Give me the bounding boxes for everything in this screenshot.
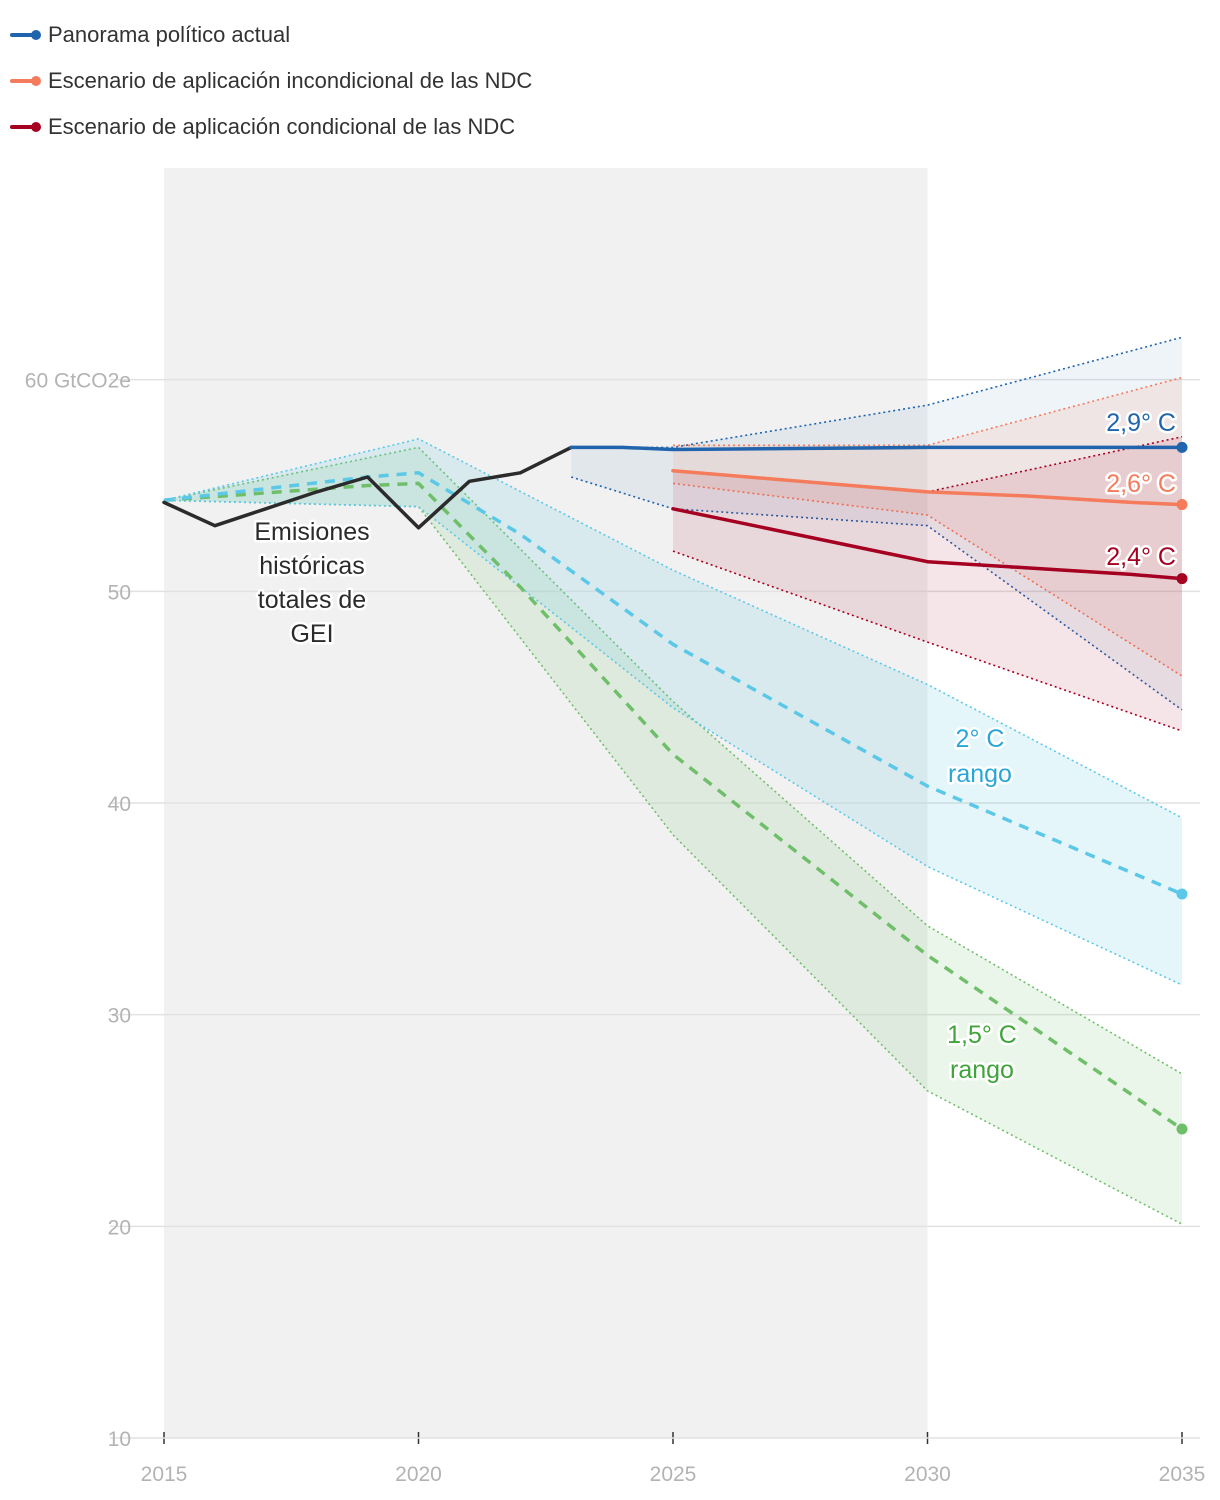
band-upper-one_five_deg [163, 446, 1183, 1075]
legend-item-conditional: Escenario de aplicación condicional de l… [10, 104, 532, 150]
band-lower-unconditional [672, 482, 1183, 677]
band-lower-conditional [672, 550, 1183, 732]
legend-swatch-policy [10, 30, 41, 40]
annotation-one_five_deg-1: rango [950, 1056, 1014, 1084]
annotation-two_deg-0: 2° C [956, 725, 1005, 753]
x-tick-label-2030: 2030 [904, 1463, 951, 1486]
band-conditional [673, 436, 1182, 731]
series-line-one_five_deg [163, 481, 1183, 1131]
x-tick-label-2035: 2035 [1159, 1463, 1206, 1486]
series-end-point-unconditional [1176, 499, 1188, 511]
series-line-policy [569, 445, 1184, 452]
annotation-historical-2: totales de [258, 586, 366, 614]
annotation-policy-0: 2,9° C [1106, 409, 1176, 437]
annotation-unconditional-0: 2,6° C [1106, 470, 1176, 498]
annotation-historical-3: GEI [290, 620, 333, 648]
x-tick-label-2015: 2015 [141, 1463, 188, 1486]
legend-item-policy: Panorama político actual [10, 12, 532, 58]
y-tick-label-40: 40 [108, 793, 131, 816]
series-end-point-one_five_deg [1176, 1123, 1188, 1135]
x-tick-label-2025: 2025 [650, 1463, 697, 1486]
series-line-conditional [671, 507, 1184, 581]
series-end-point-policy [1176, 441, 1188, 453]
annotation-historical-0: Emisiones [254, 518, 369, 546]
legend-label-unconditional: Escenario de aplicación incondicional de… [48, 68, 533, 93]
legend-swatch-unconditional [10, 76, 41, 86]
band-upper-unconditional [673, 376, 1183, 447]
series-end-point-conditional [1176, 573, 1188, 585]
legend-swatch-conditional [10, 122, 41, 132]
annotation-two_deg-1: rango [948, 760, 1012, 788]
band-unconditional [673, 377, 1182, 676]
y-tick-label-60: 60 GtCO2e [25, 370, 131, 393]
annotation-one_five_deg-0: 1,5° C [947, 1021, 1017, 1049]
x-tick-label-2020: 2020 [395, 1463, 442, 1486]
annotation-historical-1: históricas [259, 552, 365, 580]
series-end-point-two_deg [1176, 888, 1188, 900]
y-tick-label-10: 10 [108, 1428, 131, 1451]
chart-legend: Panorama político actual Escenario de ap… [10, 12, 532, 150]
series-line-historical [162, 445, 573, 530]
y-tick-label-30: 30 [108, 1005, 131, 1028]
band-one_five_deg [164, 447, 1182, 1225]
y-tick-label-20: 20 [108, 1216, 131, 1239]
legend-label-policy: Panorama político actual [48, 22, 291, 47]
band-two_deg [164, 438, 1182, 985]
legend-item-unconditional: Escenario de aplicación incondicional de… [10, 58, 532, 104]
band-policy [571, 337, 1182, 710]
y-tick-label-50: 50 [108, 581, 131, 604]
band-lower-one_five_deg [163, 499, 1183, 1225]
series-line-unconditional [671, 468, 1184, 507]
legend-label-conditional: Escenario de aplicación condicional de l… [48, 114, 516, 139]
annotation-conditional-0: 2,4° C [1106, 543, 1176, 571]
